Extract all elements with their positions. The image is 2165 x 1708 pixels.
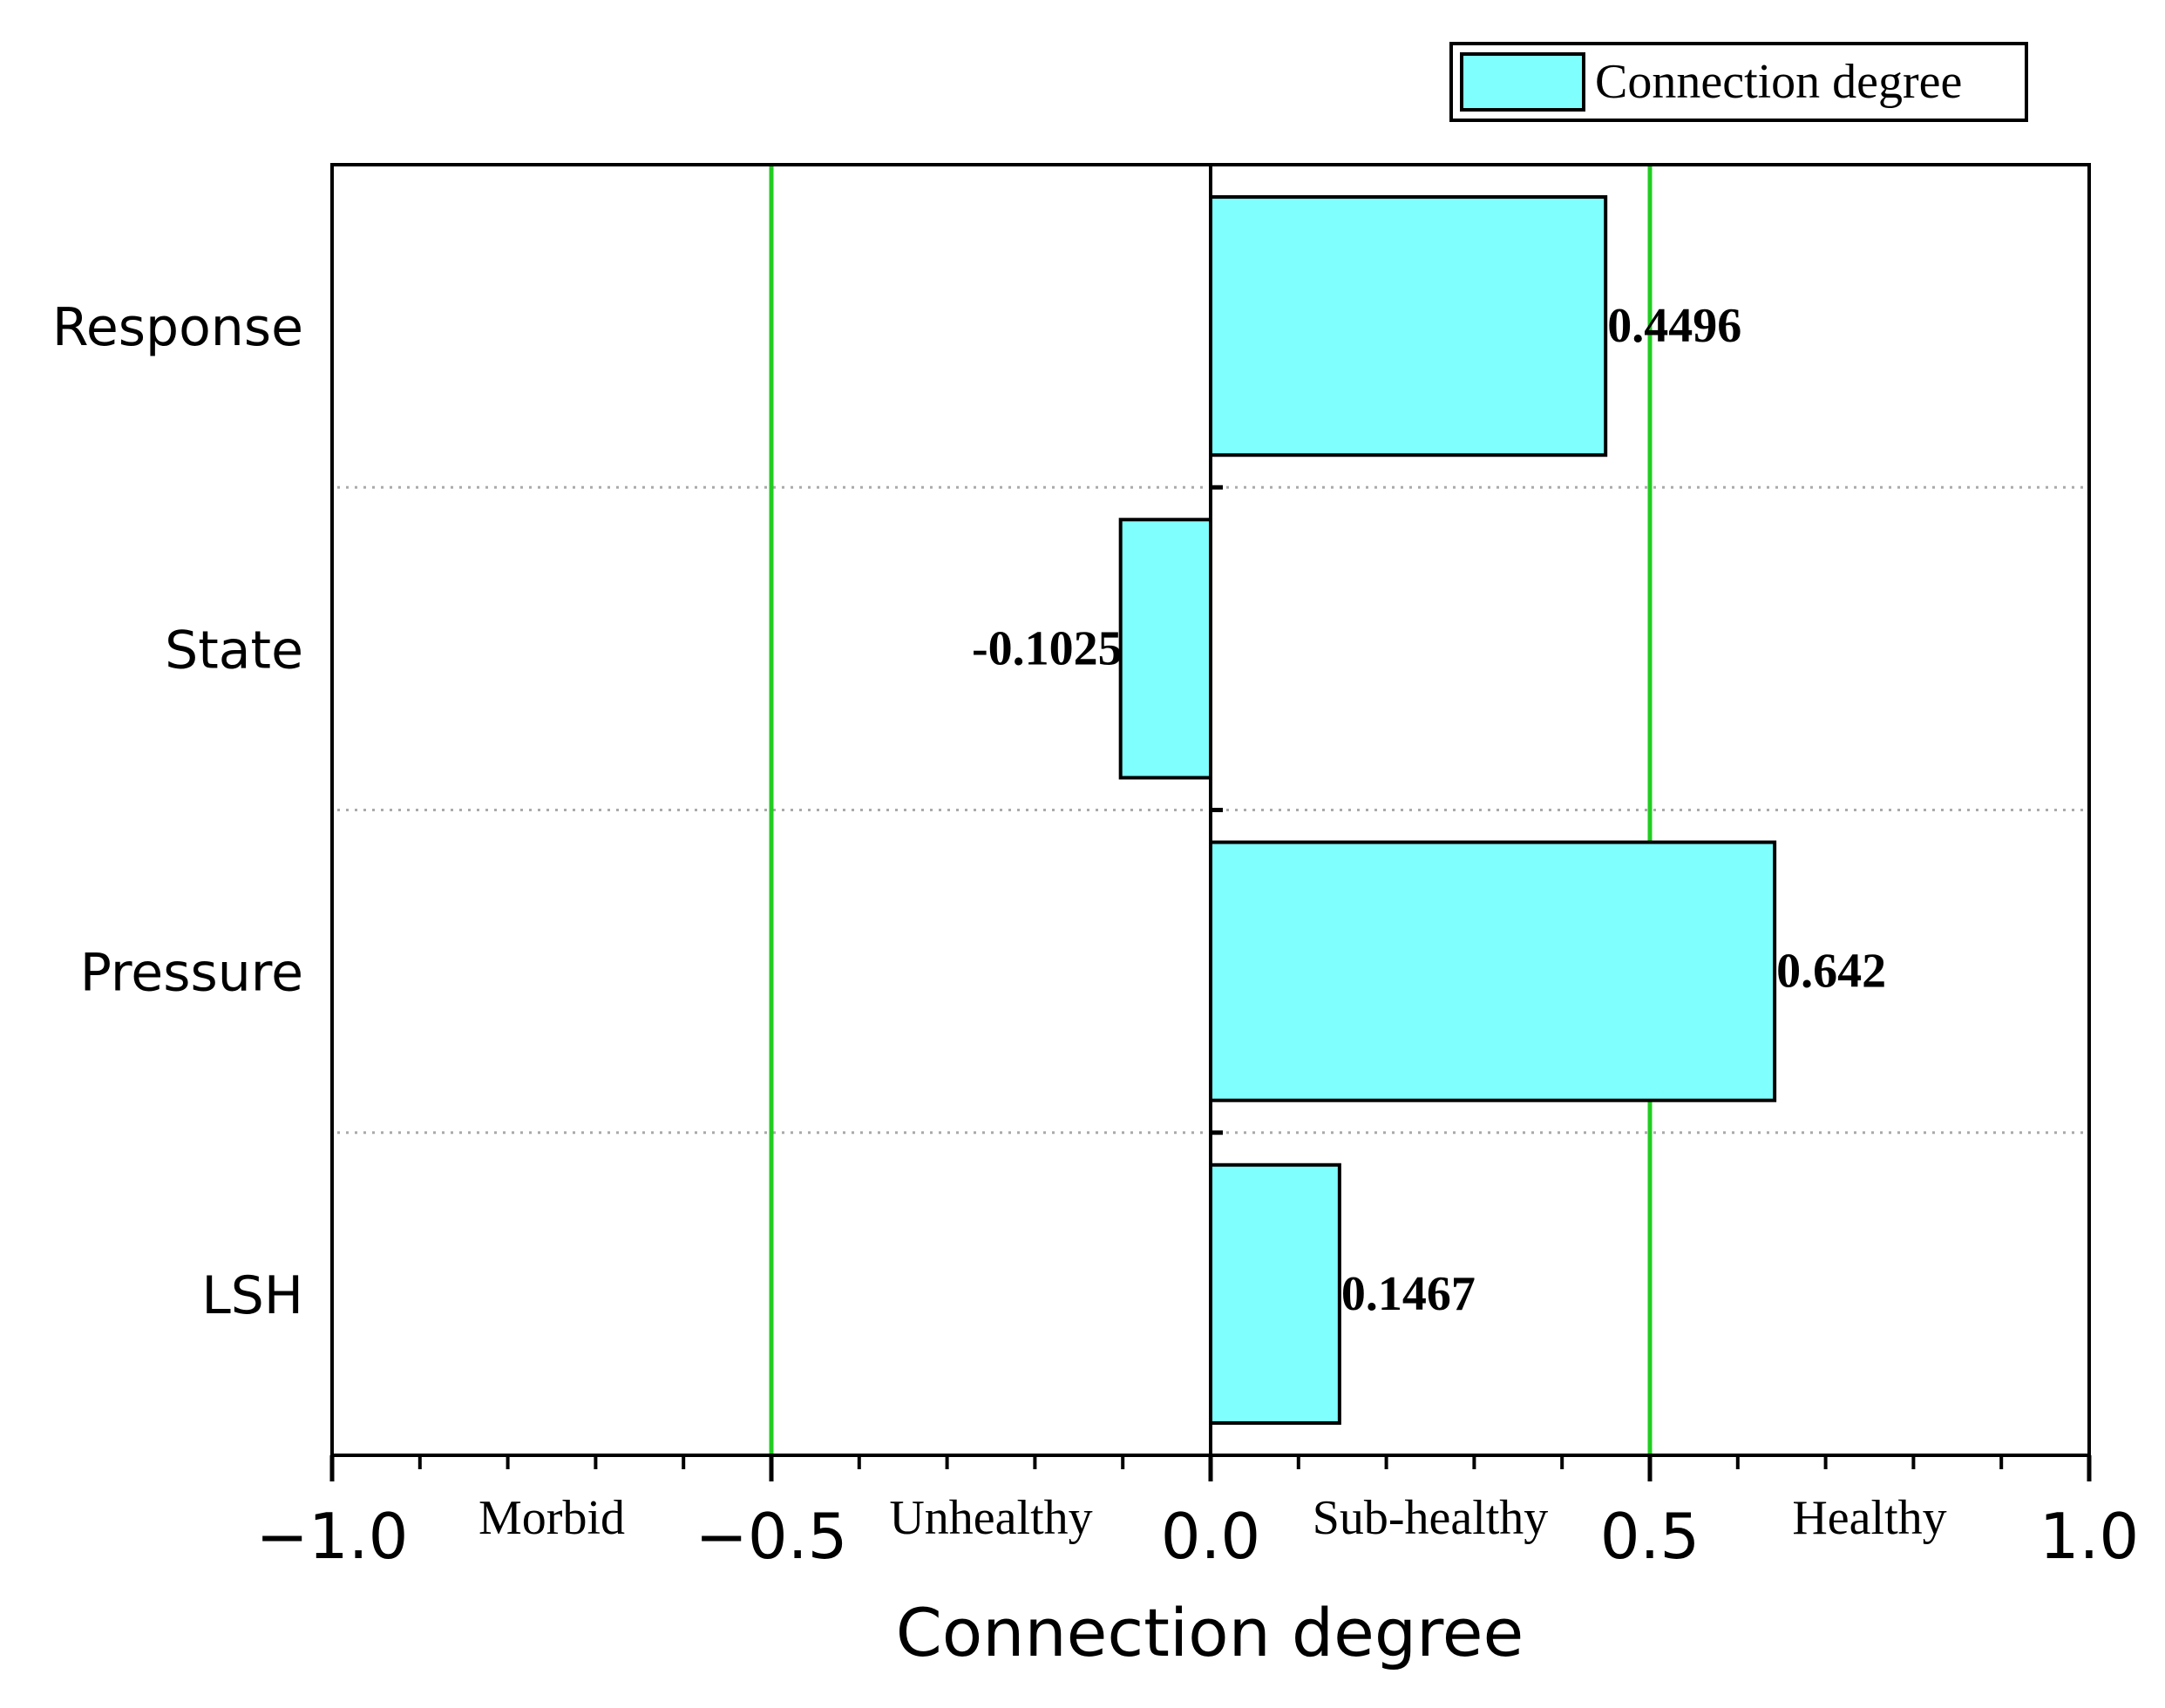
x-tick-label: 0.0	[1161, 1500, 1261, 1573]
x-axis-title: Connection degree	[896, 1594, 1524, 1671]
legend-swatch	[1460, 52, 1585, 112]
zone-label: Morbid	[478, 1491, 625, 1545]
bar-value-label: 0.4496	[1607, 299, 1741, 353]
bar-value-label: 0.1467	[1341, 1267, 1476, 1321]
bar	[1209, 1162, 1341, 1425]
category-label: State	[165, 620, 303, 681]
category-label: Pressure	[80, 943, 303, 1004]
threshold-lines	[769, 165, 1653, 1455]
zone-label: Sub-healthy	[1313, 1491, 1549, 1545]
x-tick-label: 0.5	[1600, 1500, 1700, 1573]
category-label: LSH	[201, 1265, 303, 1326]
bar	[1118, 518, 1213, 780]
bar	[1209, 195, 1608, 458]
x-tick-label: −1.0	[256, 1500, 409, 1573]
bar	[1209, 840, 1777, 1102]
bar-value-label: -0.1025	[972, 621, 1123, 675]
legend-label: Connection degree	[1595, 55, 1962, 109]
x-tick-label: −0.5	[696, 1500, 848, 1573]
category-label: Response	[52, 297, 303, 358]
legend: Connection degree	[1449, 42, 2028, 122]
bars	[1118, 195, 1777, 1425]
zone-label: Unhealthy	[889, 1491, 1092, 1545]
zone-label: Healthy	[1792, 1491, 1946, 1545]
bar-value-label: 0.642	[1776, 945, 1886, 999]
axis-labels: 0.4496 Response -0.1025 State 0.642 Pressure 0…	[52, 297, 2139, 1573]
x-tick-label: 1.0	[2039, 1500, 2140, 1573]
axis-ticks	[329, 485, 2092, 1481]
